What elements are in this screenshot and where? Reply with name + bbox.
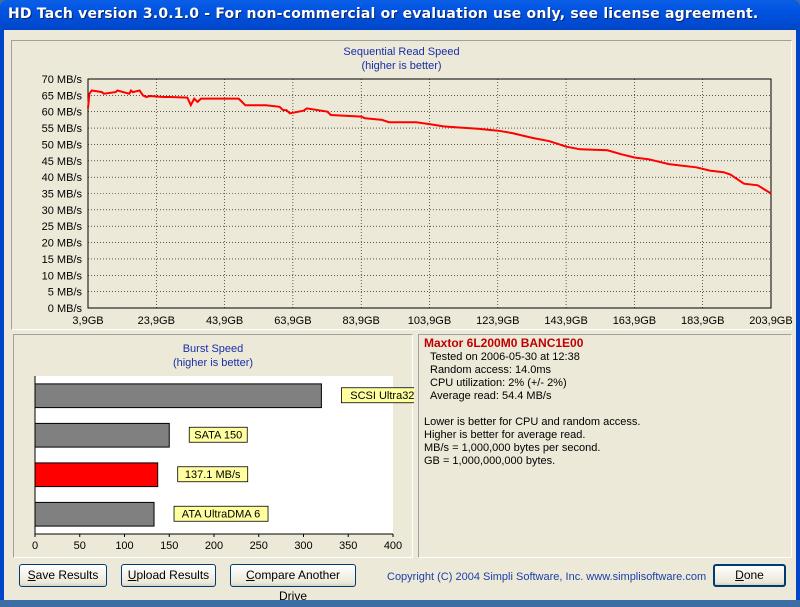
seq-x-tick-label: 203,9GB [749, 315, 792, 327]
note-mbs-definition: MB/s = 1,000,000 bytes per second. [424, 442, 601, 454]
seq-x-tick-label: 163,9GB [613, 315, 656, 327]
note-gb-definition: GB = 1,000,000,000 bytes. [424, 455, 556, 467]
copyright-link[interactable]: Copyright (C) 2004 Simpli Software, Inc.… [387, 571, 707, 583]
seq-y-tick-label: 65 MB/s [42, 90, 83, 102]
upload-results-mnemonic: U [127, 568, 137, 582]
compare-mnemonic: C [245, 568, 255, 582]
seq-y-tick-label: 20 MB/s [42, 238, 83, 250]
seq-y-tick-label: 55 MB/s [42, 123, 83, 135]
cpu-utilization: CPU utilization: 2% (+/- 2%) [430, 377, 567, 389]
seq-y-tick-label: 5 MB/s [48, 287, 83, 299]
seq-y-tick-label: 60 MB/s [42, 107, 83, 119]
seq-y-tick-label: 50 MB/s [42, 139, 83, 151]
sequential-read-panel: Sequential Read Speed (higher is better)… [11, 40, 793, 330]
burst-x-tick-label: 150 [160, 540, 178, 552]
average-read: Average read: 54.4 MB/s [430, 390, 552, 402]
burst-bar [34, 383, 322, 409]
note-lower-better: Lower is better for CPU and random acces… [424, 416, 641, 428]
burst-bar-label: SATA 150 [194, 429, 242, 441]
seq-x-tick-label: 183,9GB [681, 315, 724, 327]
done-mnemonic: D [735, 568, 744, 582]
done-button[interactable]: Done [713, 564, 786, 587]
seq-x-tick-label: 43,9GB [206, 315, 243, 327]
seq-y-tick-label: 45 MB/s [42, 156, 83, 168]
burst-x-tick-label: 350 [339, 540, 357, 552]
burst-x-tick-label: 0 [32, 540, 38, 552]
seq-y-tick-label: 10 MB/s [42, 270, 83, 282]
seq-x-tick-label: 23,9GB [138, 315, 175, 327]
burst-bar-label: 137.1 MB/s [185, 469, 241, 481]
burst-bar [34, 501, 155, 527]
burst-chart-title: Burst Speed [182, 343, 244, 355]
compare-another-drive-button[interactable]: Compare Another Drive [230, 564, 356, 603]
burst-bar [34, 422, 170, 448]
burst-x-tick-label: 50 [74, 540, 86, 552]
random-access: Random access: 14.0ms [430, 364, 552, 376]
burst-speed-panel: Burst Speed (higher is better) 0 50 100 150… [13, 334, 414, 558]
burst-x-tick-label: 250 [250, 540, 268, 552]
note-higher-better: Higher is better for average read. [424, 429, 586, 441]
upload-results-label: pload Results [136, 568, 210, 582]
seq-y-tick-label: 0 MB/s [48, 303, 83, 315]
burst-bar-label: SCSI Ultra320 [350, 390, 414, 402]
burst-x-tick-label: 100 [115, 540, 133, 552]
seq-y-tick-label: 25 MB/s [42, 221, 83, 233]
seq-x-tick-label: 123,9GB [476, 315, 519, 327]
burst-bar-label-box [340, 387, 414, 404]
burst-speed-chart: 0 50 100 150 200 250 300 350 400 SCSI Ultra320 SAT… [32, 376, 414, 552]
burst-x-tick-label: 300 [294, 540, 312, 552]
seq-y-tick-label: 70 MB/s [42, 74, 83, 86]
burst-bar-label-box [177, 466, 249, 483]
seq-x-tick-label: 83,9GB [343, 315, 380, 327]
save-results-mnemonic: S [27, 568, 36, 582]
seq-x-tick-label: 3,9GB [72, 315, 103, 327]
seq-y-tick-label: 30 MB/s [42, 205, 83, 217]
save-results-label: ave Results [35, 568, 99, 582]
seq-chart-title: Sequential Read Speed [343, 46, 460, 58]
burst-bar-label-box [188, 426, 248, 443]
save-results-button[interactable]: Save Results [19, 564, 107, 587]
seq-x-tick-label: 63,9GB [274, 315, 311, 327]
info-panel: Maxtor 6L200M0 BANC1E00 Tested on 2006-0… [418, 334, 792, 558]
seq-read-line [87, 88, 772, 195]
burst-bar [34, 462, 159, 488]
done-label: one [743, 568, 764, 582]
burst-x-tick-label: 400 [384, 540, 402, 552]
burst-x-tick-label: 200 [205, 540, 223, 552]
burst-bar-label-box [173, 505, 269, 522]
title-bar[interactable]: HD Tach version 3.0.1.0 - For non-commer… [0, 0, 800, 30]
drive-name: Maxtor 6L200M0 BANC1E00 [424, 336, 584, 350]
seq-chart-subtitle: (higher is better) [361, 60, 442, 72]
burst-bar-label: ATA UltraDMA 6 [182, 508, 260, 520]
compare-label: ompare Another Drive [254, 568, 341, 603]
seq-x-tick-label: 103,9GB [408, 315, 451, 327]
upload-results-button[interactable]: Upload Results [121, 564, 216, 587]
seq-y-tick-label: 40 MB/s [42, 172, 83, 184]
seq-x-tick-label: 143,9GB [544, 315, 587, 327]
seq-y-tick-label: 35 MB/s [42, 189, 83, 201]
window-title: HD Tach version 3.0.1.0 - For non-commer… [8, 6, 759, 22]
burst-chart-subtitle: (higher is better) [172, 357, 254, 369]
sequential-read-chart: 0 MB/s 5 MB/s 10 MB/s 15 MB/s 20 MB/s 25 MB/s… [42, 74, 793, 327]
seq-y-tick-label: 15 MB/s [42, 254, 83, 266]
app-window: Sequential Read Speed (higher is better)… [0, 30, 800, 603]
tested-on: Tested on 2006-05-30 at 12:38 [430, 351, 580, 363]
